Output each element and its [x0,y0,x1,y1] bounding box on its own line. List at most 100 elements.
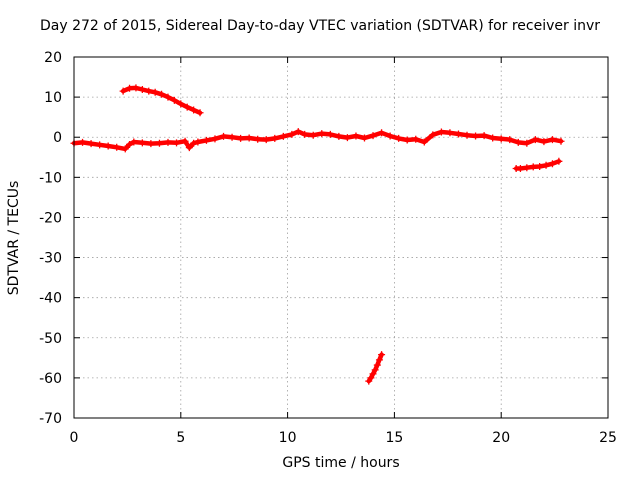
data-point [378,129,386,137]
data-point [555,157,563,165]
data-point [335,132,343,140]
data-point [542,161,550,169]
data-point [352,132,360,140]
data-point [343,134,351,142]
data-point [369,132,377,140]
data-point [531,136,539,144]
data-point [378,351,386,359]
data-point [202,136,210,144]
data-point [523,139,531,147]
data-point [489,134,497,142]
y-tick-label: -60 [39,371,62,387]
data-point [279,132,287,140]
data-point [271,134,279,142]
y-tick-label: 20 [44,50,62,66]
data-point [181,137,189,145]
data-point [87,140,95,148]
data-point [548,160,556,168]
y-tick-label: -40 [39,291,62,307]
data-point [318,130,326,138]
data-series [70,84,565,385]
data-point [126,84,134,92]
data-point [523,164,531,172]
data-point [395,134,403,142]
data-point [386,132,394,140]
data-point [514,138,522,146]
series-trace [71,129,564,152]
data-point [237,134,245,142]
data-point [412,135,420,143]
data-point [151,88,159,96]
data-point [155,139,163,147]
x-axis-label: GPS time / hours [282,455,400,471]
data-point [373,361,381,369]
data-point [516,165,524,173]
data-point [548,136,556,144]
data-point [309,131,317,139]
data-point [185,144,193,152]
data-point [536,163,544,171]
x-tick-label: 10 [279,430,297,446]
series-deep-arc [365,351,386,385]
data-point [183,103,191,111]
data-point [454,130,462,138]
data-point [288,130,296,138]
data-point [96,141,104,149]
data-point [480,132,488,140]
data-point [540,138,548,146]
series-upper-arc [119,84,204,117]
x-tick-label: 20 [492,430,510,446]
data-point [211,135,219,143]
axis-ticks: 0 5 10 15 20 25 20 10 0 -10 -20 -30 -40 -50 -60 -70 [39,50,617,446]
y-tick-label: -70 [39,411,62,427]
x-tick-label: 0 [70,430,79,446]
data-point [130,138,138,146]
plot-frame [73,56,609,419]
data-point [371,366,379,374]
data-point [228,133,236,141]
data-point [369,370,377,378]
data-point [463,131,471,139]
data-point [220,132,228,140]
y-tick-label: 10 [44,90,62,106]
data-point [164,138,172,146]
data-point [326,130,334,138]
series-main-arc [70,128,565,153]
data-point [138,85,146,93]
data-point [472,132,480,140]
data-point [170,96,178,104]
data-point [145,87,153,95]
data-point [367,374,375,382]
y-tick-label: -10 [39,170,62,186]
data-point [113,143,121,151]
x-tick-label: 25 [599,430,617,446]
data-point [301,130,309,138]
data-point [138,139,146,147]
data-point [194,138,202,146]
x-tick-label: 5 [176,430,185,446]
data-point [190,106,198,114]
data-point [245,134,253,142]
data-point [403,136,411,144]
data-point [132,84,140,92]
data-point [173,139,181,147]
data-point [119,87,127,95]
y-tick-label: 0 [53,130,62,146]
y-tick-label: -50 [39,331,62,347]
data-point [121,145,129,153]
data-point [254,135,262,143]
data-point [177,100,185,108]
data-point [126,140,134,148]
data-point [437,128,445,136]
x-tick-label: 15 [385,430,403,446]
chart-title: Day 272 of 2015, Sidereal Day-to-day VTE… [39,18,601,34]
data-point [557,137,565,145]
data-point [190,139,198,147]
data-point [375,356,383,364]
y-tick-label: -20 [39,210,62,226]
data-point [360,134,368,142]
data-point [158,90,166,98]
data-point [294,128,302,136]
grid-lines [74,57,608,418]
